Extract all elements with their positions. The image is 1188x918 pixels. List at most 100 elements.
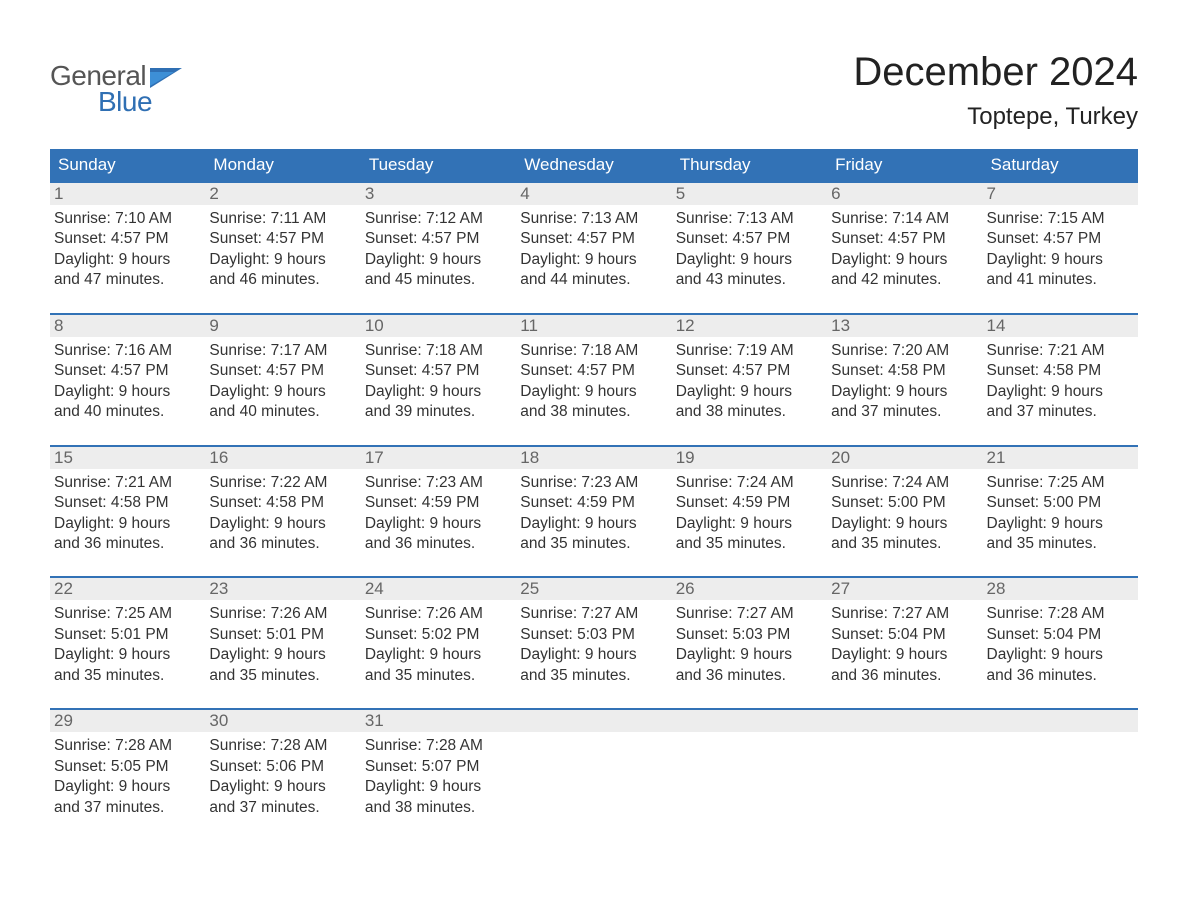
day-cell (516, 708, 671, 822)
day-number: 14 (987, 316, 1006, 335)
day-d2: and 38 minutes. (676, 402, 821, 422)
day-sunrise: Sunrise: 7:15 AM (987, 209, 1132, 229)
day-number: 27 (831, 579, 850, 598)
day-number: 9 (209, 316, 218, 335)
day-d1: Daylight: 9 hours (209, 382, 354, 402)
day-number: 20 (831, 448, 850, 467)
day-d1: Daylight: 9 hours (54, 382, 199, 402)
day-d2: and 36 minutes. (987, 666, 1132, 686)
day-body: Sunrise: 7:16 AMSunset: 4:57 PMDaylight:… (50, 337, 205, 427)
day-sunset: Sunset: 4:57 PM (54, 229, 199, 249)
day-d1: Daylight: 9 hours (209, 645, 354, 665)
day-cell: 24Sunrise: 7:26 AMSunset: 5:02 PMDayligh… (361, 576, 516, 690)
day-cell: 29Sunrise: 7:28 AMSunset: 5:05 PMDayligh… (50, 708, 205, 822)
day-d2: and 41 minutes. (987, 270, 1132, 290)
day-sunset: Sunset: 5:07 PM (365, 757, 510, 777)
day-body: Sunrise: 7:28 AMSunset: 5:07 PMDaylight:… (361, 732, 516, 822)
day-number: 11 (520, 316, 538, 335)
day-d1: Daylight: 9 hours (209, 250, 354, 270)
day-number: 26 (676, 579, 695, 598)
day-number-row: 5 (672, 181, 827, 205)
day-body: Sunrise: 7:13 AMSunset: 4:57 PMDaylight:… (672, 205, 827, 295)
day-number: 2 (209, 184, 218, 203)
day-number: 24 (365, 579, 384, 598)
day-number: 6 (831, 184, 840, 203)
day-d1: Daylight: 9 hours (520, 250, 665, 270)
day-d1: Daylight: 9 hours (676, 250, 821, 270)
day-sunrise: Sunrise: 7:26 AM (365, 604, 510, 624)
day-number-row: 25 (516, 576, 671, 600)
day-d2: and 38 minutes. (520, 402, 665, 422)
day-d1: Daylight: 9 hours (54, 645, 199, 665)
day-sunrise: Sunrise: 7:28 AM (987, 604, 1132, 624)
day-number-row: 20 (827, 445, 982, 469)
day-number-row: 9 (205, 313, 360, 337)
day-number: 13 (831, 316, 850, 335)
day-body: Sunrise: 7:28 AMSunset: 5:06 PMDaylight:… (205, 732, 360, 822)
day-cell: 16Sunrise: 7:22 AMSunset: 4:58 PMDayligh… (205, 445, 360, 559)
day-number-row: 15 (50, 445, 205, 469)
week-row: 8Sunrise: 7:16 AMSunset: 4:57 PMDaylight… (50, 313, 1138, 427)
day-number-row: 29 (50, 708, 205, 732)
day-number-row: 26 (672, 576, 827, 600)
day-number: 25 (520, 579, 539, 598)
day-number-row (516, 708, 671, 732)
day-body: Sunrise: 7:12 AMSunset: 4:57 PMDaylight:… (361, 205, 516, 295)
day-number-row: 23 (205, 576, 360, 600)
day-d2: and 40 minutes. (209, 402, 354, 422)
logo-word-blue: Blue (98, 86, 182, 118)
day-d2: and 35 minutes. (209, 666, 354, 686)
day-cell: 5Sunrise: 7:13 AMSunset: 4:57 PMDaylight… (672, 181, 827, 295)
day-sunset: Sunset: 5:05 PM (54, 757, 199, 777)
day-d2: and 35 minutes. (987, 534, 1132, 554)
day-cell: 18Sunrise: 7:23 AMSunset: 4:59 PMDayligh… (516, 445, 671, 559)
day-d1: Daylight: 9 hours (676, 382, 821, 402)
calendar: SundayMondayTuesdayWednesdayThursdayFrid… (50, 149, 1138, 822)
day-d1: Daylight: 9 hours (676, 645, 821, 665)
day-d2: and 36 minutes. (676, 666, 821, 686)
day-number-row (983, 708, 1138, 732)
day-sunrise: Sunrise: 7:25 AM (987, 473, 1132, 493)
day-number-row (672, 708, 827, 732)
day-sunrise: Sunrise: 7:14 AM (831, 209, 976, 229)
day-number-row: 28 (983, 576, 1138, 600)
day-cell: 25Sunrise: 7:27 AMSunset: 5:03 PMDayligh… (516, 576, 671, 690)
day-number-row: 11 (516, 313, 671, 337)
day-sunrise: Sunrise: 7:20 AM (831, 341, 976, 361)
day-body: Sunrise: 7:23 AMSunset: 4:59 PMDaylight:… (361, 469, 516, 559)
day-number: 4 (520, 184, 529, 203)
day-number: 29 (54, 711, 73, 730)
day-sunset: Sunset: 4:57 PM (831, 229, 976, 249)
day-sunrise: Sunrise: 7:18 AM (520, 341, 665, 361)
day-number-row: 10 (361, 313, 516, 337)
page-title: December 2024 (853, 50, 1138, 95)
day-number: 7 (987, 184, 996, 203)
day-d1: Daylight: 9 hours (54, 250, 199, 270)
day-sunset: Sunset: 5:03 PM (676, 625, 821, 645)
day-d2: and 44 minutes. (520, 270, 665, 290)
day-number-row: 21 (983, 445, 1138, 469)
day-body: Sunrise: 7:18 AMSunset: 4:57 PMDaylight:… (516, 337, 671, 427)
day-sunrise: Sunrise: 7:12 AM (365, 209, 510, 229)
day-cell: 20Sunrise: 7:24 AMSunset: 5:00 PMDayligh… (827, 445, 982, 559)
day-sunset: Sunset: 5:00 PM (987, 493, 1132, 513)
day-cell: 10Sunrise: 7:18 AMSunset: 4:57 PMDayligh… (361, 313, 516, 427)
day-sunrise: Sunrise: 7:27 AM (676, 604, 821, 624)
day-d2: and 39 minutes. (365, 402, 510, 422)
day-cell: 8Sunrise: 7:16 AMSunset: 4:57 PMDaylight… (50, 313, 205, 427)
day-d2: and 46 minutes. (209, 270, 354, 290)
day-body: Sunrise: 7:22 AMSunset: 4:58 PMDaylight:… (205, 469, 360, 559)
day-cell: 23Sunrise: 7:26 AMSunset: 5:01 PMDayligh… (205, 576, 360, 690)
day-body: Sunrise: 7:27 AMSunset: 5:03 PMDaylight:… (672, 600, 827, 690)
day-sunrise: Sunrise: 7:24 AM (831, 473, 976, 493)
day-sunset: Sunset: 4:57 PM (54, 361, 199, 381)
day-d1: Daylight: 9 hours (365, 645, 510, 665)
day-sunset: Sunset: 4:57 PM (520, 229, 665, 249)
day-body: Sunrise: 7:15 AMSunset: 4:57 PMDaylight:… (983, 205, 1138, 295)
day-number: 31 (365, 711, 384, 730)
day-body: Sunrise: 7:24 AMSunset: 4:59 PMDaylight:… (672, 469, 827, 559)
day-sunrise: Sunrise: 7:21 AM (54, 473, 199, 493)
day-d2: and 37 minutes. (54, 798, 199, 818)
day-sunset: Sunset: 4:58 PM (54, 493, 199, 513)
day-number-row: 16 (205, 445, 360, 469)
